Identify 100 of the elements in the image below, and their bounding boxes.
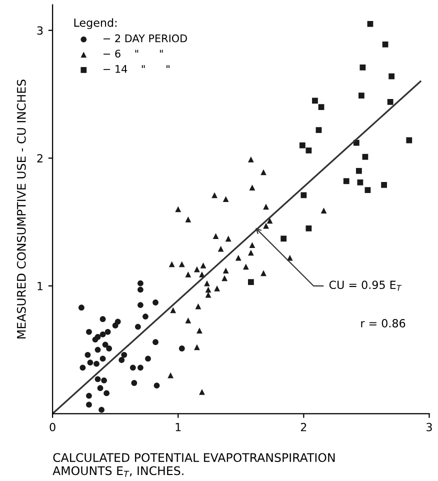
point — [78, 304, 84, 311]
point — [138, 280, 144, 286]
point — [387, 98, 394, 105]
point — [194, 344, 200, 350]
point — [134, 324, 141, 330]
point — [381, 182, 387, 188]
point — [94, 334, 101, 340]
point — [97, 385, 104, 392]
point — [212, 192, 218, 198]
x-axis-title: CALCULATED POTENTIAL EVAPOTRANSPIRATION AMOUNTS E$_{T}$, INCHES. — [52, 453, 335, 477]
point — [100, 316, 106, 322]
point — [102, 342, 108, 348]
point — [320, 208, 327, 214]
annotation: CU = 0.95 E$_{T}$ — [329, 280, 402, 291]
point — [204, 280, 210, 286]
x-tick-label: 3 — [426, 422, 432, 432]
point — [222, 196, 229, 202]
point — [112, 322, 118, 328]
point — [168, 261, 175, 268]
point — [249, 242, 256, 248]
point — [364, 187, 371, 194]
point — [130, 364, 136, 371]
point — [260, 169, 266, 176]
point — [118, 357, 125, 363]
point — [200, 262, 206, 268]
point — [318, 104, 324, 110]
point — [86, 328, 92, 335]
point — [194, 266, 200, 272]
legend-label: − 6 " " — [104, 50, 163, 58]
point — [242, 264, 249, 270]
point — [84, 352, 91, 358]
y-tick-label: 3 — [37, 26, 43, 35]
point — [185, 317, 192, 324]
point — [94, 360, 100, 367]
point — [87, 360, 94, 366]
point — [138, 364, 144, 371]
point — [263, 204, 269, 210]
point — [94, 346, 101, 353]
point — [101, 377, 107, 384]
point — [100, 356, 106, 362]
point — [286, 254, 293, 261]
point — [222, 268, 229, 274]
point — [360, 64, 366, 70]
y-tick-label: 2 — [37, 154, 42, 162]
point — [300, 192, 307, 198]
point — [131, 380, 138, 386]
y-axis-title: MEASURED CONSUMPTIVE USE - CU INCHES — [16, 80, 26, 338]
point — [106, 346, 112, 352]
point — [316, 127, 322, 133]
point — [80, 364, 86, 371]
point — [222, 275, 228, 282]
point — [98, 406, 104, 413]
point — [263, 222, 269, 229]
point — [306, 148, 312, 154]
point — [168, 372, 174, 378]
point — [199, 388, 205, 395]
point — [100, 332, 106, 338]
point — [86, 402, 92, 408]
point — [178, 346, 185, 352]
legend-label: − 14 " " — [104, 65, 170, 73]
point — [152, 300, 158, 306]
point — [299, 142, 306, 148]
point — [104, 390, 110, 396]
point — [142, 314, 148, 320]
point — [358, 92, 364, 98]
point — [121, 352, 128, 358]
point — [248, 279, 254, 286]
legend-title: Legend: — [74, 18, 116, 30]
point — [154, 382, 160, 388]
point — [196, 328, 202, 334]
point — [185, 216, 192, 222]
point — [343, 178, 350, 184]
point — [367, 21, 374, 27]
point — [104, 328, 111, 335]
point — [248, 250, 254, 256]
point — [86, 392, 92, 399]
point — [356, 168, 362, 174]
point — [218, 246, 224, 252]
point — [195, 303, 202, 310]
point — [260, 270, 266, 276]
y-tick-label: 1 — [38, 282, 43, 290]
x-tick-label: 2 — [300, 422, 306, 432]
point — [248, 156, 254, 162]
point — [212, 233, 219, 240]
point — [138, 286, 144, 293]
point — [214, 286, 220, 292]
point — [312, 98, 318, 104]
point — [388, 73, 395, 80]
point — [138, 302, 144, 308]
point — [280, 236, 287, 242]
point — [306, 225, 312, 232]
point — [170, 307, 176, 314]
point — [145, 356, 151, 362]
x-tick-label: 1 — [176, 423, 181, 432]
point — [249, 184, 256, 190]
point — [175, 206, 182, 212]
point — [178, 261, 185, 268]
annotation: r = 0.86 — [361, 319, 406, 328]
point — [357, 179, 364, 186]
x-tick-label: 0 — [50, 422, 56, 432]
